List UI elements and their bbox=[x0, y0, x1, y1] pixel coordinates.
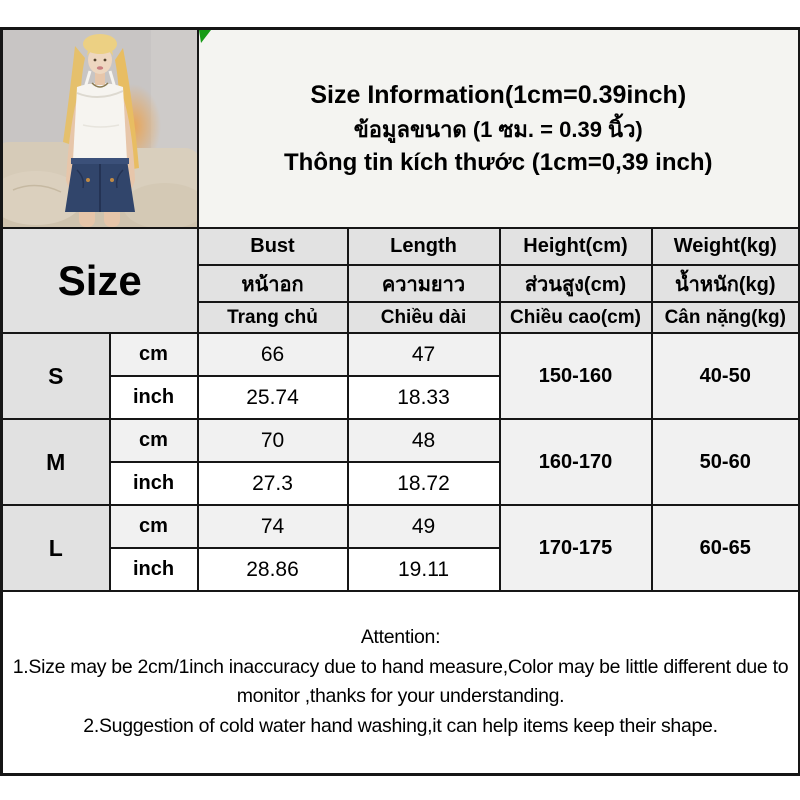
skirt-button-right bbox=[110, 178, 114, 182]
col-header-height-en: Height(cm) bbox=[498, 227, 653, 266]
right-eye bbox=[103, 58, 107, 62]
m-weight-range: 50-60 bbox=[650, 418, 800, 506]
sofa-seat-right bbox=[123, 183, 196, 227]
s-unit-inch: inch bbox=[108, 375, 199, 420]
product-photo-cell bbox=[0, 27, 199, 229]
s-bust-cm: 66 bbox=[196, 332, 349, 377]
sofa-pillow-left bbox=[3, 171, 83, 225]
l-length-cm: 49 bbox=[346, 504, 501, 549]
col-header-length-en: Length bbox=[346, 227, 501, 266]
col-header-length-th: ความยาว bbox=[346, 264, 501, 303]
top-strap-left bbox=[83, 70, 92, 89]
title-cell: Size Information(1cm=0.39inch) ข้อมูลขนา… bbox=[196, 27, 800, 229]
l-bust-cm: 74 bbox=[196, 504, 349, 549]
col-header-weight-en: Weight(kg) bbox=[650, 227, 800, 266]
pillow-crease bbox=[12, 184, 62, 193]
m-bust-cm: 70 bbox=[196, 418, 349, 463]
m-unit-inch: inch bbox=[108, 461, 199, 506]
white-top bbox=[73, 83, 127, 164]
col-header-length-vi: Chiều dài bbox=[346, 301, 501, 334]
l-unit-inch: inch bbox=[108, 547, 199, 592]
size-m-label: M bbox=[0, 418, 111, 506]
l-height-range: 170-175 bbox=[498, 504, 653, 592]
col-header-weight-vi: Cân nặng(kg) bbox=[650, 301, 800, 334]
title-thai: ข้อมูลขนาด (1 ซม. = 0.39 นิ้ว) bbox=[353, 116, 643, 142]
attention-heading: Attention: bbox=[360, 626, 441, 648]
skirt-button-left bbox=[86, 178, 90, 182]
l-weight-range: 60-65 bbox=[650, 504, 800, 592]
col-header-bust-vi: Trang chủ bbox=[196, 301, 349, 334]
l-unit-cm: cm bbox=[108, 504, 199, 549]
col-header-height-vi: Chiều cao(cm) bbox=[498, 301, 653, 334]
skirt-pocket-right bbox=[115, 169, 124, 189]
s-length-cm: 47 bbox=[346, 332, 501, 377]
skirt-pocket-left bbox=[76, 169, 85, 189]
title-english: Size Information(1cm=0.39inch) bbox=[310, 80, 687, 109]
necklace bbox=[91, 82, 109, 88]
m-length-cm: 48 bbox=[346, 418, 501, 463]
s-weight-range: 40-50 bbox=[650, 332, 800, 420]
lips bbox=[96, 66, 104, 70]
m-unit-cm: cm bbox=[108, 418, 199, 463]
col-header-bust-th: หน้าอก bbox=[196, 264, 349, 303]
m-height-range: 160-170 bbox=[498, 418, 653, 506]
size-l-label: L bbox=[0, 504, 111, 592]
col-header-height-th: ส่วนสูง(cm) bbox=[498, 264, 653, 303]
attention-note-2: 2.Suggestion of cold water hand washing,… bbox=[83, 714, 718, 737]
col-header-weight-th: น้ำหนัก(kg) bbox=[650, 264, 800, 303]
top-fold bbox=[76, 90, 124, 98]
bangs bbox=[87, 41, 113, 56]
model-photo bbox=[3, 30, 196, 227]
left-eye bbox=[93, 58, 97, 62]
s-length-inch: 18.33 bbox=[346, 375, 501, 420]
size-header-label: Size bbox=[0, 227, 199, 334]
title-vietnamese: Thông tin kích thước (1cm=0,39 inch) bbox=[284, 148, 713, 176]
col-header-bust-en: Bust bbox=[196, 227, 349, 266]
attention-note-1: 1.Size may be 2cm/1inch inaccuracy due t… bbox=[12, 655, 789, 708]
neck bbox=[95, 70, 105, 85]
s-height-range: 150-160 bbox=[498, 332, 653, 420]
size-table: Size Information(1cm=0.39inch) ข้อมูลขนา… bbox=[0, 27, 800, 776]
m-length-inch: 18.72 bbox=[346, 461, 501, 506]
green-corner-marker-icon bbox=[199, 30, 212, 44]
attention-section: Attention: 1.Size may be 2cm/1inch inacc… bbox=[0, 590, 800, 775]
l-length-inch: 19.11 bbox=[346, 547, 501, 592]
size-s-label: S bbox=[0, 332, 111, 420]
skirt-waistband bbox=[71, 158, 129, 164]
s-unit-cm: cm bbox=[108, 332, 199, 377]
top-strap-right bbox=[108, 70, 117, 89]
top-crease bbox=[82, 124, 120, 128]
m-bust-inch: 27.3 bbox=[196, 461, 349, 506]
s-bust-inch: 25.74 bbox=[196, 375, 349, 420]
l-bust-inch: 28.86 bbox=[196, 547, 349, 592]
